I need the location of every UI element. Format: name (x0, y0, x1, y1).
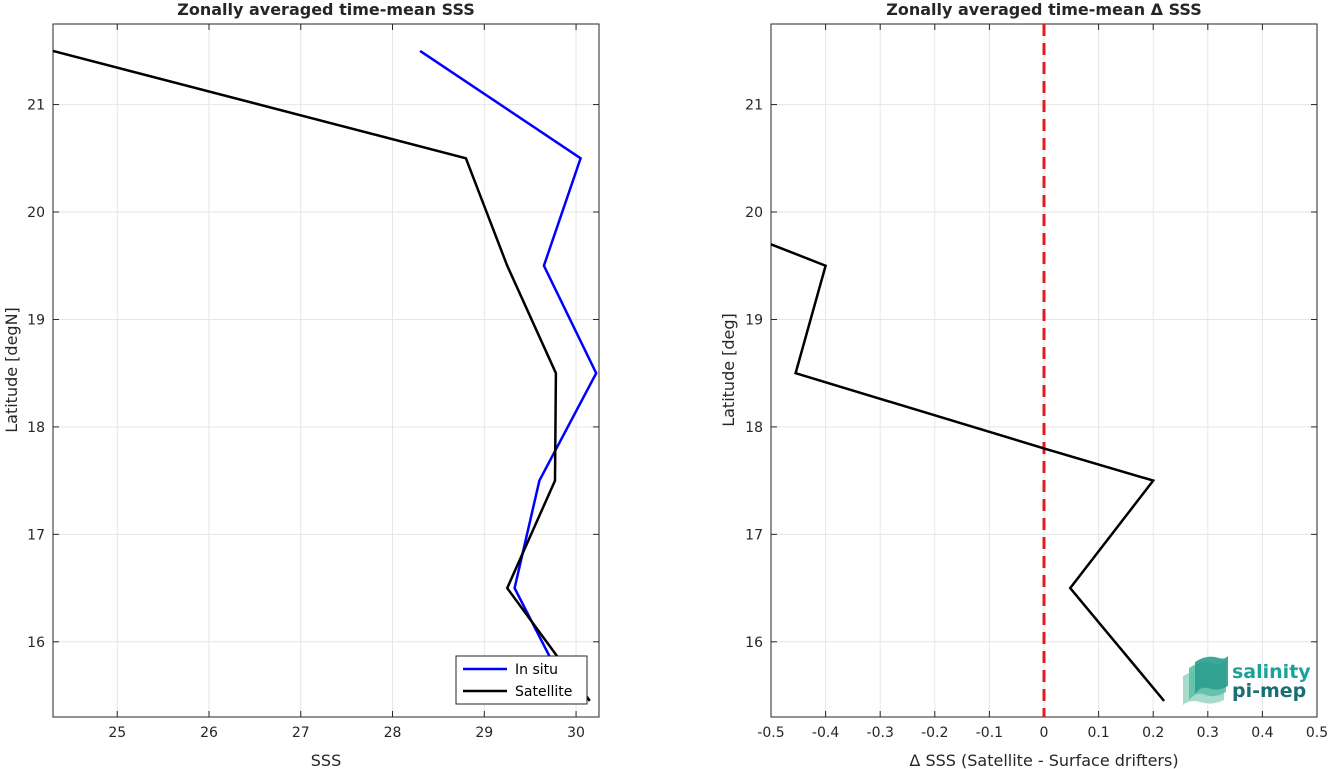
logo-text-line2: pi-mep (1232, 680, 1306, 702)
x-tick-label: 29 (475, 725, 493, 741)
x-tick-label: 0.4 (1251, 725, 1273, 741)
y-tick-label: 17 (745, 527, 763, 543)
legend-label-in-situ: In situ (515, 662, 558, 678)
y-tick-label: 19 (745, 312, 763, 328)
y-tick-label: 20 (745, 205, 763, 221)
delta-sss-panel: -0.5 -0.4 -0.3 -0.2 -0.1 0 0.1 0.2 0.3 0.4 0.5 16 17… (719, 0, 1328, 769)
sss-chart-title: Zonally averaged time-mean SSS (177, 0, 475, 19)
series-line-delta-sss (770, 243, 1166, 702)
x-tick-label: 0.5 (1306, 725, 1328, 741)
x-tick-label: 25 (108, 725, 126, 741)
y-tick-label: 21 (745, 98, 763, 114)
legend-box (455, 655, 588, 705)
series-line-in-situ (419, 49, 598, 664)
delta-sss-series (770, 243, 1166, 702)
y-tick-label: 21 (27, 98, 45, 114)
sss-x-axis-label: SSS (311, 751, 341, 769)
legend-label-satellite: Satellite (515, 684, 572, 700)
delta-sss-x-axis-label: Δ SSS (Satellite - Surface drifters) (909, 751, 1178, 769)
delta-sss-ticks: -0.5 -0.4 -0.3 -0.2 -0.1 0 0.1 0.2 0.3 0.4 0.5 16 17… (745, 24, 1328, 741)
x-tick-label: -0.4 (812, 725, 839, 741)
x-tick-label: -0.5 (757, 725, 784, 741)
x-tick-label: 0.1 (1087, 725, 1109, 741)
y-tick-label: 18 (745, 420, 763, 436)
x-tick-label: -0.1 (976, 725, 1003, 741)
y-tick-label: 18 (27, 420, 45, 436)
sss-axes-box (52, 23, 600, 718)
sss-series (52, 49, 598, 702)
sss-panel: 25 26 27 28 29 30 16 17 18 19 20 21 Zonally average… (2, 0, 600, 769)
x-tick-label: 26 (200, 725, 218, 741)
sss-ticks: 25 26 27 28 29 30 16 17 18 19 20 21 (27, 24, 599, 741)
sss-y-axis-label: Latitude [degN] (2, 307, 21, 433)
y-tick-label: 19 (27, 312, 45, 328)
x-tick-label: 27 (292, 725, 310, 741)
delta-sss-y-axis-label: Latitude [deg] (719, 313, 738, 427)
logo-text-line1: salinity (1232, 661, 1311, 683)
x-tick-label: 0.3 (1197, 725, 1219, 741)
sss-grid (53, 24, 599, 717)
x-tick-label: -0.2 (921, 725, 948, 741)
waves-icon (1183, 656, 1228, 705)
salinity-pimep-logo: salinity pi-mep (1183, 656, 1311, 705)
delta-sss-chart-title: Zonally averaged time-mean Δ SSS (886, 0, 1202, 19)
y-tick-label: 17 (27, 527, 45, 543)
series-line-satellite (52, 49, 591, 702)
x-tick-label: 30 (567, 725, 585, 741)
y-tick-label: 16 (745, 635, 763, 651)
x-tick-label: 0.2 (1142, 725, 1164, 741)
legend: In situ Satellite (455, 655, 588, 705)
x-tick-label: 0 (1040, 725, 1049, 741)
y-tick-label: 16 (27, 635, 45, 651)
x-tick-label: -0.3 (867, 725, 894, 741)
x-tick-label: 28 (384, 725, 402, 741)
y-tick-label: 20 (27, 205, 45, 221)
